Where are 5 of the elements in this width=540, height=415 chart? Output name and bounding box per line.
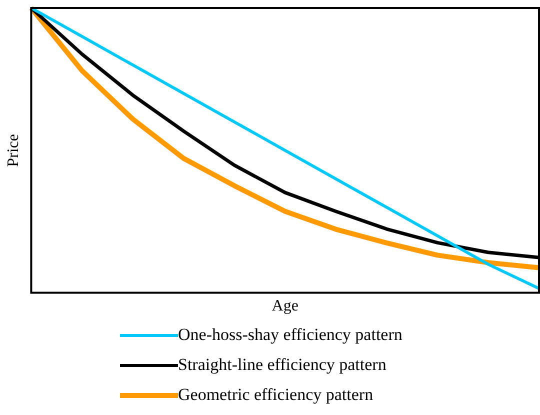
x-axis-title: Age (272, 298, 298, 315)
legend-label: Straight-line efficiency pattern (178, 354, 386, 376)
legend-label: One-hoss-shay efficiency pattern (178, 324, 402, 346)
y-axis-title: Price (4, 134, 22, 167)
legend-label: Geometric efficiency pattern (178, 384, 374, 406)
